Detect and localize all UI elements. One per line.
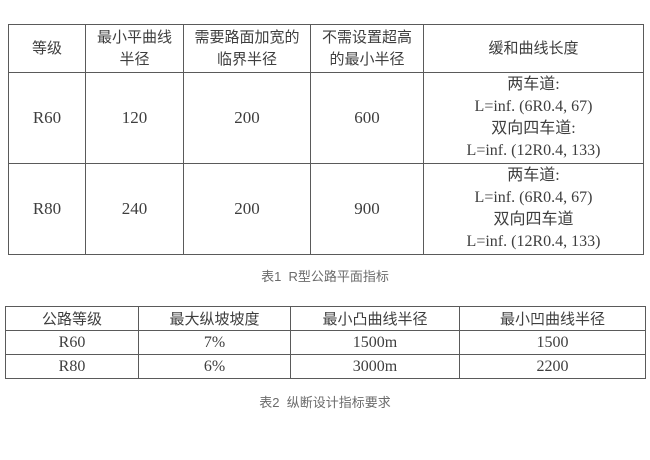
table1-row-r80: R80 240 200 900 两车道: L=inf. (6R0.4, 67) …	[8, 163, 644, 255]
transition-line: L=inf. (6R0.4, 67)	[474, 98, 593, 115]
cell-transition-curve-length: 两车道: L=inf. (6R0.4, 67) 双向四车道 L=inf. (12…	[423, 163, 644, 255]
table2-row-r60: R60 7% 1500m 1500	[5, 330, 646, 355]
transition-line: 两车道:	[507, 167, 560, 184]
header-line: 临界半径	[216, 51, 277, 68]
th-min-horizontal-curve-radius: 最小平曲线 半径	[85, 24, 184, 73]
transition-line: 双向四车道:	[491, 120, 576, 137]
cell-transition-curve-length: 两车道: L=inf. (6R0.4, 67) 双向四车道: L=inf. (1…	[423, 72, 644, 164]
header-line: 需要路面加宽的	[194, 29, 300, 46]
cell-highway-grade: R60	[5, 330, 139, 355]
cell-min-crest-curve-radius: 3000m	[290, 354, 460, 379]
th-no-superelevation-min-radius: 不需设置超高 的最小半径	[310, 24, 424, 73]
cell-grade: R60	[8, 72, 86, 164]
cell-min-horizontal-curve-radius: 240	[85, 163, 184, 255]
transition-line: L=inf. (12R0.4, 133)	[466, 142, 601, 159]
cell-min-horizontal-curve-radius: 120	[85, 72, 184, 164]
table2-caption: 表2 纵断设计指标要求	[259, 395, 391, 410]
table2-row-r80: R80 6% 3000m 2200	[5, 354, 646, 379]
header-line: 半径	[119, 51, 150, 68]
cell-max-longitudinal-slope: 7%	[138, 330, 291, 355]
table2-profile-indicators: 公路等级 最大纵坡坡度 最小凸曲线半径 最小凹曲线半径 R60 7% 1500m…	[5, 306, 646, 379]
header-line: 最小平曲线	[96, 29, 172, 46]
transition-line: L=inf. (6R0.4, 67)	[474, 189, 593, 206]
table1-caption: 表1 R型公路平面指标	[261, 269, 389, 284]
table1-row-r60: R60 120 200 600 两车道: L=inf. (6R0.4, 67) …	[8, 72, 644, 164]
cell-min-sag-curve-radius: 2200	[459, 354, 646, 379]
cell-min-crest-curve-radius: 1500m	[290, 330, 460, 355]
header-line: 不需设置超高	[321, 29, 412, 46]
cell-max-longitudinal-slope: 6%	[138, 354, 291, 379]
table2-header-row: 公路等级 最大纵坡坡度 最小凸曲线半径 最小凹曲线半径	[5, 306, 646, 331]
th-max-longitudinal-slope: 最大纵坡坡度	[138, 306, 291, 331]
th-highway-grade: 公路等级	[5, 306, 139, 331]
header-line: 缓和曲线长度	[488, 40, 579, 57]
th-min-sag-curve-radius: 最小凹曲线半径	[459, 306, 646, 331]
th-grade: 等级	[8, 24, 86, 73]
transition-line: 双向四车道	[493, 211, 574, 228]
cell-no-superelevation-min-radius: 600	[310, 72, 424, 164]
cell-highway-grade: R80	[5, 354, 139, 379]
cell-grade: R80	[8, 163, 86, 255]
transition-line: 两车道:	[507, 76, 560, 93]
th-min-crest-curve-radius: 最小凸曲线半径	[290, 306, 460, 331]
table1-header-row: 等级 最小平曲线 半径 需要路面加宽的 临界半径 不需设置超高 的最小半径 缓和…	[8, 24, 644, 73]
cell-min-sag-curve-radius: 1500	[459, 330, 646, 355]
header-line: 等级	[31, 40, 62, 57]
th-widening-critical-radius: 需要路面加宽的 临界半径	[183, 24, 311, 73]
th-transition-curve-length: 缓和曲线长度	[423, 24, 644, 73]
header-line: 的最小半径	[329, 51, 405, 68]
cell-widening-critical-radius: 200	[183, 72, 311, 164]
transition-line: L=inf. (12R0.4, 133)	[466, 233, 601, 250]
cell-no-superelevation-min-radius: 900	[310, 163, 424, 255]
cell-widening-critical-radius: 200	[183, 163, 311, 255]
table1-plane-indicators: 等级 最小平曲线 半径 需要路面加宽的 临界半径 不需设置超高 的最小半径 缓和…	[8, 24, 644, 255]
